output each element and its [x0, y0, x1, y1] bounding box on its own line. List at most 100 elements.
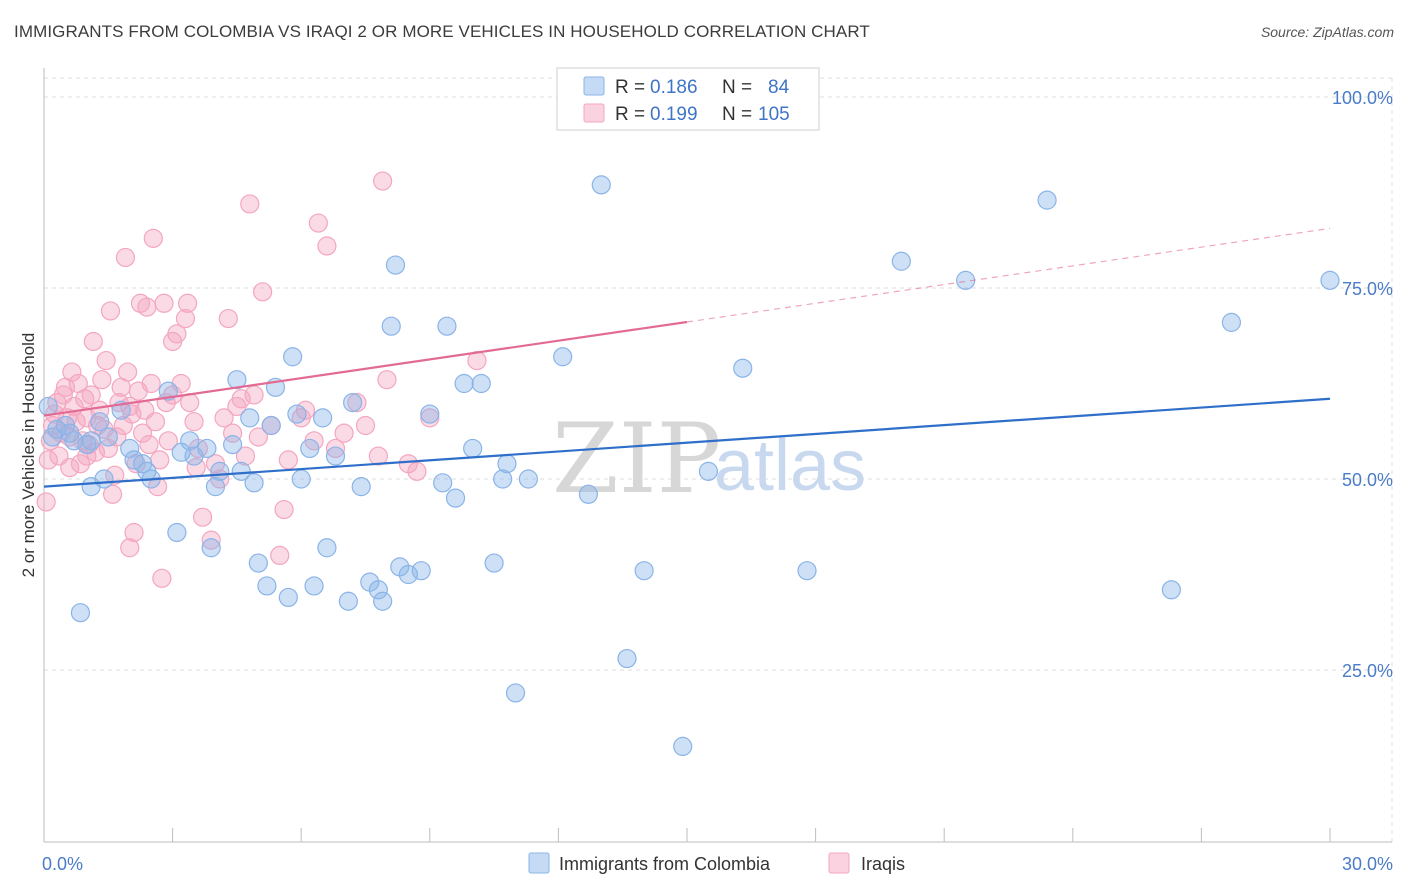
point-colombia-25 — [205, 477, 226, 497]
watermark-zip: ZIP — [552, 403, 721, 515]
point-iraqis-30 — [100, 301, 121, 321]
point-iraqis-86 — [317, 236, 337, 256]
point-colombia-17 — [137, 461, 157, 481]
point-iraqis-98 — [77, 446, 97, 466]
point-colombia-81 — [1320, 270, 1340, 290]
series-label-colombia: Immigrants from Colombia — [559, 854, 771, 874]
point-colombia-42 — [313, 408, 333, 428]
point-colombia-56 — [420, 404, 440, 424]
legend-n-value-1: 84 — [768, 77, 790, 98]
point-iraqis-74 — [231, 389, 251, 409]
point-colombia-69 — [591, 175, 611, 195]
point-iraqis-88 — [334, 423, 354, 443]
point-iraqis-51 — [145, 412, 166, 432]
point-colombia-9 — [94, 469, 114, 489]
point-iraqis-103 — [274, 499, 294, 520]
point-iraqis-50 — [143, 228, 163, 248]
point-colombia-24 — [201, 538, 221, 558]
point-iraqis-70 — [214, 408, 234, 428]
point-colombia-52 — [385, 255, 406, 275]
point-colombia-32 — [248, 553, 268, 573]
point-colombia-37 — [283, 347, 303, 367]
legend-r-label-1: R = — [615, 77, 645, 98]
point-colombia-82 — [505, 683, 526, 703]
point-iraqis-62 — [178, 293, 198, 313]
point-colombia-60 — [454, 373, 474, 394]
point-iraqis-28 — [96, 350, 116, 371]
point-colombia-39 — [291, 469, 311, 489]
point-colombia-51 — [381, 316, 401, 336]
point-iraqis-57 — [158, 431, 178, 451]
point-colombia-75 — [797, 561, 817, 581]
point-colombia-58 — [437, 316, 457, 336]
point-iraqis-26 — [92, 370, 112, 390]
point-colombia-49 — [368, 580, 388, 600]
point-colombia-18 — [158, 381, 178, 401]
point-colombia-59 — [445, 488, 466, 508]
point-colombia-76 — [891, 251, 911, 271]
point-iraqis-21 — [81, 385, 101, 405]
trend-iraqis-extension — [686, 227, 1331, 323]
point-colombia-50 — [373, 591, 393, 611]
point-colombia-57 — [433, 473, 453, 493]
point-colombia-31 — [244, 473, 264, 493]
point-iraqis-81 — [270, 545, 290, 566]
point-colombia-66 — [518, 469, 538, 489]
point-colombia-79 — [1161, 580, 1181, 600]
point-iraqis-52 — [147, 477, 168, 497]
point-iraqis-71 — [218, 308, 238, 329]
chart-title: IMMIGRANTS FROM COLOMBIA VS IRAQI 2 OR M… — [14, 22, 870, 41]
legend-n-label-1: N = — [722, 77, 752, 98]
point-colombia-33 — [257, 576, 277, 596]
point-iraqis-92 — [373, 171, 393, 191]
point-iraqis-76 — [240, 194, 260, 214]
legend-r-value-2: 0.199 — [650, 104, 698, 125]
x-tick-label-0: 0.0% — [42, 854, 83, 874]
point-iraqis-39 — [120, 538, 140, 558]
series-swatch-iraqis — [828, 852, 850, 874]
point-colombia-10 — [90, 412, 110, 432]
point-colombia-36 — [278, 587, 298, 608]
point-iraqis-61 — [175, 308, 196, 329]
point-colombia-26 — [210, 461, 230, 481]
point-colombia-45 — [338, 591, 358, 611]
point-iraqis-31 — [102, 484, 123, 504]
point-iraqis-72 — [223, 423, 243, 443]
point-colombia-29 — [231, 461, 251, 481]
point-iraqis-77 — [244, 385, 264, 405]
point-colombia-46 — [343, 393, 363, 413]
watermark-atlas: atlas — [714, 426, 866, 506]
point-colombia-30 — [240, 408, 260, 428]
y-tick-label-2: 75.0% — [1342, 279, 1393, 299]
point-iraqis-45 — [132, 423, 153, 443]
legend-r-value-1: 0.186 — [650, 77, 698, 98]
point-colombia-28 — [227, 370, 247, 390]
point-iraqis-85 — [308, 213, 328, 233]
point-iraqis-90 — [355, 415, 376, 436]
point-colombia-71 — [634, 561, 654, 581]
point-colombia-80 — [1221, 312, 1242, 332]
point-iraqis-38 — [117, 362, 138, 382]
point-colombia-44 — [325, 446, 346, 466]
y-tick-label-0: 25.0% — [1342, 661, 1393, 681]
point-colombia-65 — [497, 454, 517, 474]
point-iraqis-79 — [253, 282, 273, 302]
legend-r-label-2: R = — [615, 104, 645, 125]
point-colombia-5 — [64, 431, 84, 451]
axes — [43, 68, 1392, 843]
point-colombia-62 — [471, 373, 491, 394]
point-iraqis-95 — [407, 461, 427, 481]
point-colombia-55 — [411, 561, 431, 581]
point-iraqis-64 — [184, 412, 204, 432]
legend-swatch-blue — [583, 76, 605, 96]
point-colombia-21 — [180, 431, 200, 451]
point-colombia-61 — [463, 438, 483, 459]
point-iraqis-0 — [36, 492, 56, 512]
point-colombia-38 — [287, 404, 307, 424]
x-tick-label-1: 30.0% — [1342, 854, 1393, 874]
point-colombia-13 — [120, 438, 140, 459]
point-colombia-83 — [77, 435, 97, 455]
point-colombia-64 — [493, 469, 513, 489]
legend-n-value-2: 105 — [758, 104, 790, 125]
